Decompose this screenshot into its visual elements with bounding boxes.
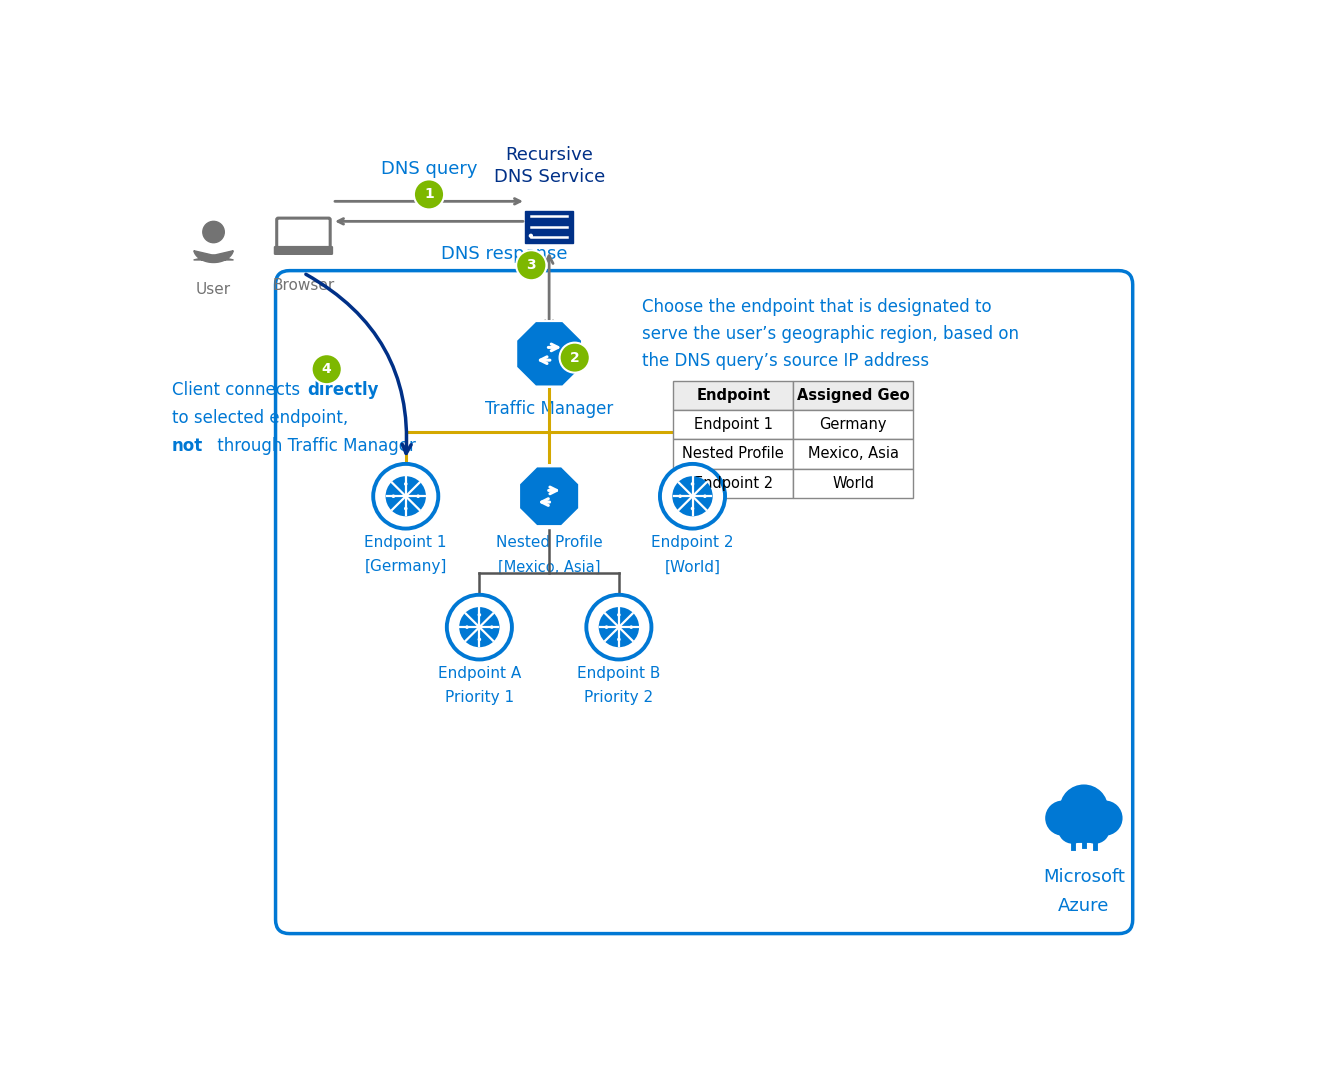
Circle shape	[1058, 815, 1087, 844]
FancyBboxPatch shape	[673, 410, 793, 439]
Circle shape	[629, 626, 633, 629]
Circle shape	[691, 494, 694, 498]
FancyBboxPatch shape	[793, 410, 914, 439]
FancyBboxPatch shape	[277, 218, 330, 249]
Text: Browser: Browser	[273, 278, 335, 293]
Circle shape	[478, 613, 481, 616]
FancyBboxPatch shape	[793, 468, 914, 497]
Circle shape	[385, 477, 426, 517]
Circle shape	[203, 222, 224, 243]
FancyBboxPatch shape	[793, 439, 914, 468]
FancyBboxPatch shape	[673, 381, 793, 410]
Text: World: World	[833, 476, 874, 491]
Circle shape	[691, 482, 694, 485]
Circle shape	[373, 464, 438, 529]
Circle shape	[490, 626, 494, 629]
Circle shape	[459, 608, 499, 648]
Circle shape	[392, 494, 395, 498]
Text: Recursive
DNS Service: Recursive DNS Service	[494, 146, 605, 186]
Text: Client connects: Client connects	[172, 381, 305, 399]
Circle shape	[560, 343, 589, 373]
Text: Endpoint 2: Endpoint 2	[694, 476, 773, 491]
Circle shape	[703, 494, 707, 498]
FancyBboxPatch shape	[673, 468, 793, 497]
Circle shape	[404, 494, 408, 498]
Text: Germany: Germany	[820, 417, 887, 432]
Text: not: not	[172, 437, 203, 455]
Text: 4: 4	[322, 362, 331, 376]
Circle shape	[1087, 801, 1123, 836]
Text: to selected endpoint,: to selected endpoint,	[172, 410, 348, 427]
FancyBboxPatch shape	[526, 211, 573, 243]
Text: [Mexico, Asia]: [Mexico, Asia]	[498, 559, 600, 574]
FancyBboxPatch shape	[673, 439, 793, 468]
Text: Mexico, Asia: Mexico, Asia	[808, 446, 899, 462]
Circle shape	[516, 250, 547, 280]
FancyBboxPatch shape	[1051, 817, 1117, 831]
Circle shape	[1045, 801, 1080, 836]
Circle shape	[478, 626, 481, 629]
Polygon shape	[519, 466, 579, 526]
Circle shape	[673, 477, 712, 517]
Text: Endpoint B: Endpoint B	[577, 666, 661, 681]
Text: [Germany]: [Germany]	[364, 559, 448, 574]
Circle shape	[446, 595, 512, 659]
Text: Microsoft: Microsoft	[1043, 868, 1125, 886]
FancyBboxPatch shape	[274, 246, 332, 254]
Circle shape	[587, 595, 651, 659]
Circle shape	[404, 507, 408, 510]
Circle shape	[605, 626, 608, 629]
Circle shape	[478, 638, 481, 641]
Text: [World]: [World]	[665, 559, 720, 574]
Circle shape	[617, 626, 621, 629]
Polygon shape	[193, 251, 233, 263]
Text: 1: 1	[424, 187, 434, 201]
Text: Endpoint 2: Endpoint 2	[651, 535, 733, 550]
Text: Endpoint 1: Endpoint 1	[694, 417, 773, 432]
Text: through Traffic Manager: through Traffic Manager	[212, 437, 416, 455]
Text: Endpoint: Endpoint	[696, 388, 771, 403]
Circle shape	[617, 638, 621, 641]
Text: DNS response: DNS response	[441, 244, 567, 263]
Polygon shape	[516, 321, 583, 387]
Text: Nested Profile: Nested Profile	[495, 535, 602, 550]
Text: Nested Profile: Nested Profile	[682, 446, 784, 462]
Text: Priority 2: Priority 2	[584, 691, 654, 705]
Circle shape	[416, 494, 420, 498]
Text: Azure: Azure	[1058, 897, 1110, 916]
Circle shape	[465, 626, 469, 629]
Circle shape	[659, 464, 726, 529]
Text: Priority 1: Priority 1	[445, 691, 514, 705]
Text: the DNS query’s source IP address: the DNS query’s source IP address	[642, 352, 929, 371]
Text: 3: 3	[527, 258, 536, 272]
Text: Endpoint 1: Endpoint 1	[364, 535, 448, 550]
Text: serve the user’s geographic region, based on: serve the user’s geographic region, base…	[642, 325, 1019, 344]
Circle shape	[414, 179, 444, 210]
Text: Assigned Geo: Assigned Geo	[797, 388, 910, 403]
Circle shape	[598, 608, 639, 648]
Circle shape	[311, 355, 342, 384]
Circle shape	[528, 233, 534, 238]
Text: 2: 2	[569, 350, 580, 364]
Circle shape	[678, 494, 682, 498]
Text: directly: directly	[307, 381, 379, 399]
Text: Choose the endpoint that is designated to: Choose the endpoint that is designated t…	[642, 298, 992, 317]
Circle shape	[1059, 785, 1108, 832]
Text: Traffic Manager: Traffic Manager	[485, 400, 613, 418]
Text: Endpoint A: Endpoint A	[438, 666, 522, 681]
FancyBboxPatch shape	[793, 381, 914, 410]
Circle shape	[691, 507, 694, 510]
Circle shape	[404, 482, 408, 485]
FancyArrowPatch shape	[306, 275, 412, 453]
Text: User: User	[196, 282, 232, 297]
Circle shape	[617, 613, 621, 616]
Text: DNS query: DNS query	[381, 160, 477, 178]
Circle shape	[1080, 815, 1110, 844]
